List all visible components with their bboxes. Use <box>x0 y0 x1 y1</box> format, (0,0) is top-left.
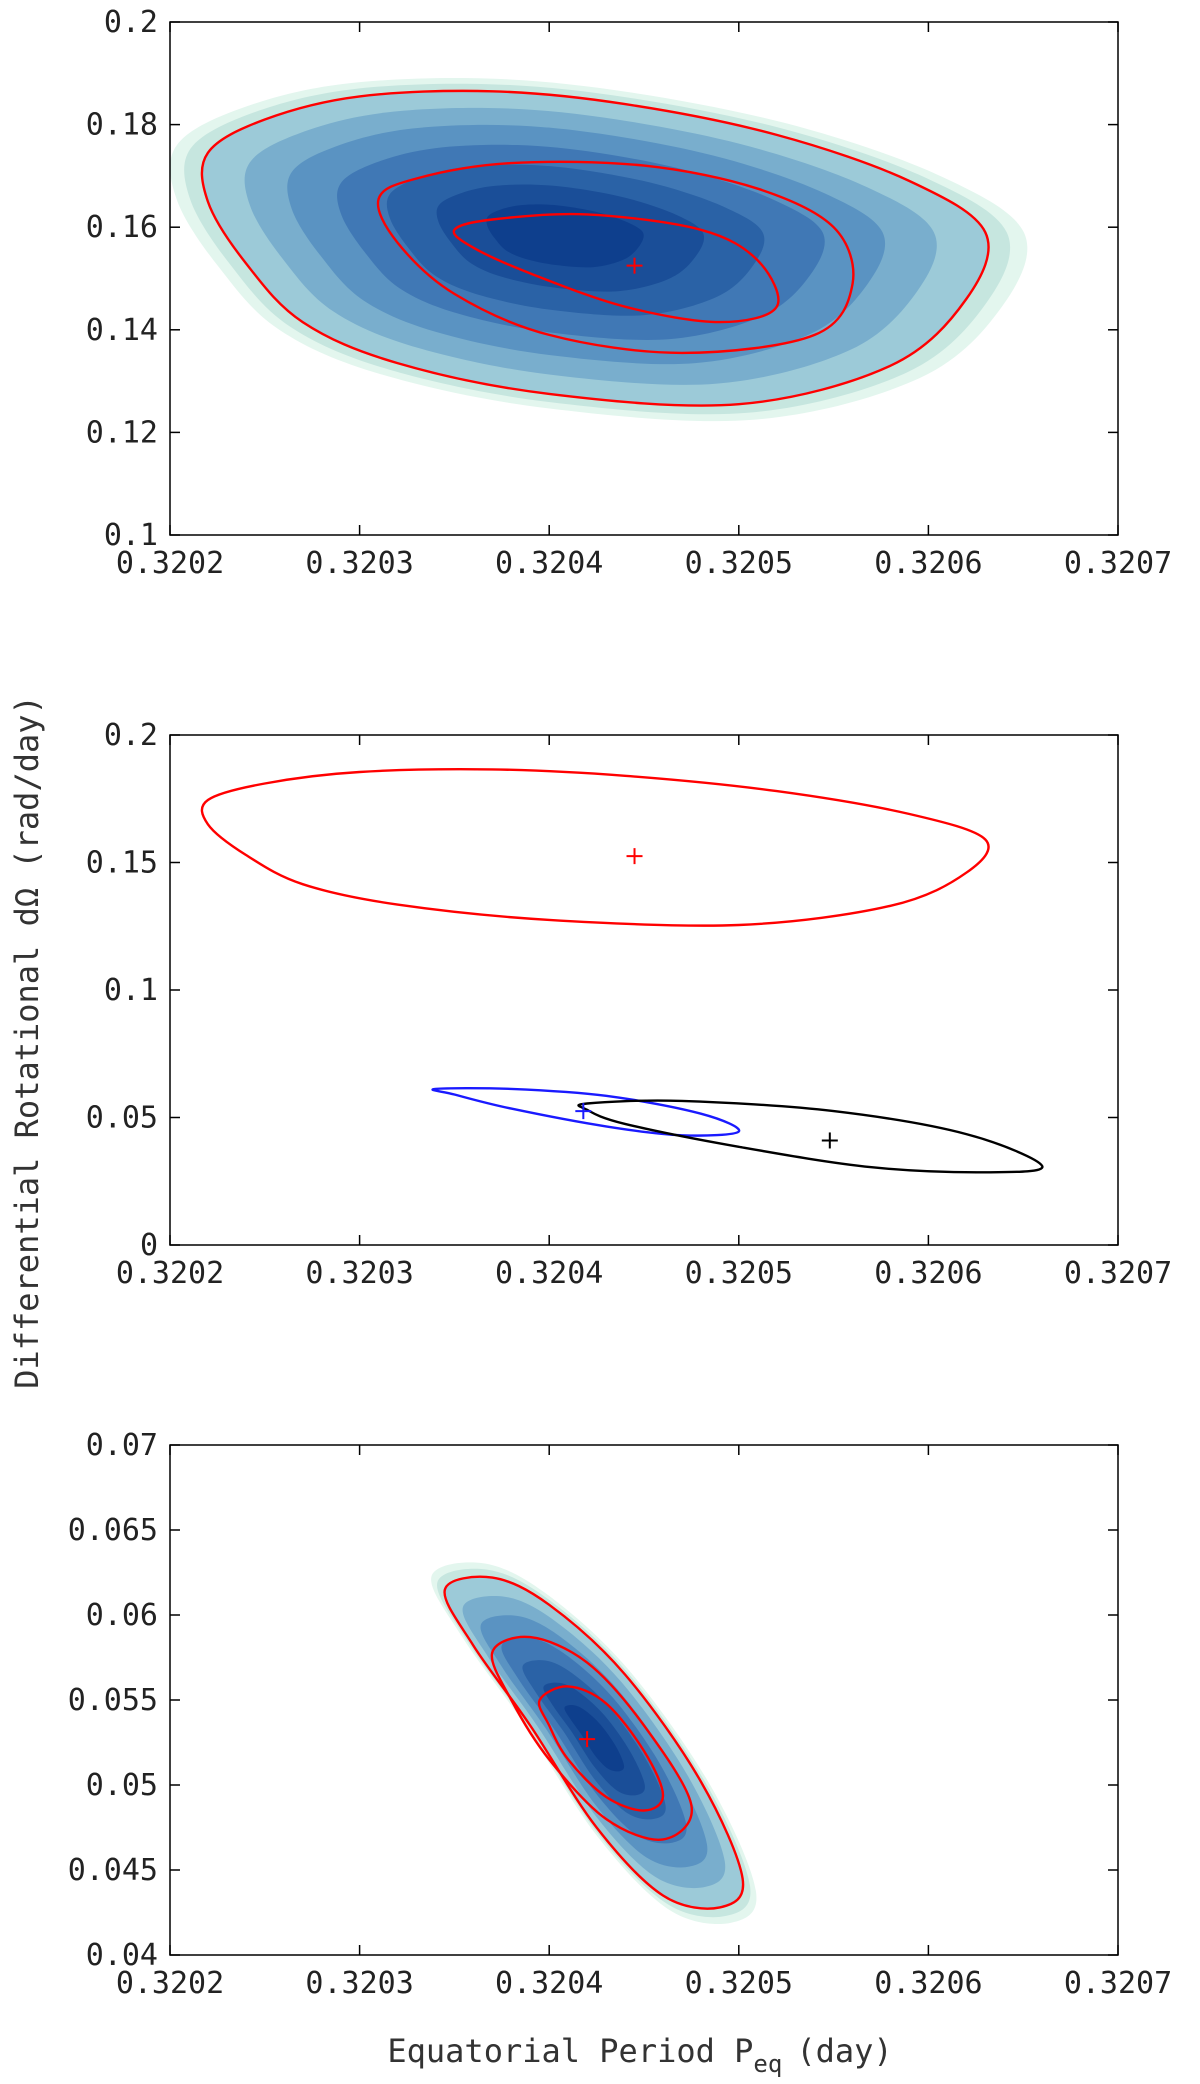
panel-1: 0.3202 0.3203 0.3204 0.3205 0.3206 0.3207 0.1 0… <box>86 5 1172 581</box>
plot-frame <box>169 734 1119 1246</box>
x-tick-label-2: 0.3203 <box>305 1966 413 2001</box>
x-tick-label-6: 0.3207 <box>1064 1966 1172 2001</box>
x-axis-label-sub: eq <box>753 2050 782 2078</box>
y-tick-label-5: 0.2 <box>104 718 158 753</box>
x-tick-label-2: 0.3203 <box>305 546 413 581</box>
contour-2 <box>490 1635 693 1841</box>
y-tick-label-3: 0.14 <box>86 313 158 348</box>
x-tick-label-1: 0.3202 <box>116 1256 224 1291</box>
y-tick-label-5: 0.06 <box>86 1598 158 1633</box>
y-tick-label-1: 0 <box>140 1228 158 1263</box>
y-tick-label-1: 0.04 <box>86 1938 158 1973</box>
y-tick-label-2: 0.12 <box>86 415 158 450</box>
contour-1 <box>200 89 990 407</box>
x-tick-label-6: 0.3207 <box>1064 1256 1172 1291</box>
x-tick-label-5: 0.3206 <box>874 1256 982 1291</box>
y-tick-label-2: 0.045 <box>68 1853 158 1888</box>
y-tick-label-6: 0.065 <box>68 1513 158 1548</box>
y-tick-label-3: 0.05 <box>86 1768 158 1803</box>
x-axis-label: Equatorial Period Peq (day) <box>387 2032 892 2078</box>
x-tick-label-2: 0.3203 <box>305 1256 413 1291</box>
x-tick-label-1: 0.3202 <box>116 546 224 581</box>
x-tick-label-5: 0.3206 <box>874 1966 982 2001</box>
x-tick-label-6: 0.3207 <box>1064 546 1172 581</box>
x-tick-label-3: 0.3204 <box>495 1256 603 1291</box>
y-tick-label-4: 0.15 <box>86 846 158 881</box>
panel-3: 0.3202 0.3203 0.3204 0.3205 0.3206 0.3207 0.04… <box>68 1428 1173 2001</box>
x-axis-label-main: Equatorial Period P <box>387 2032 753 2070</box>
contour-1 <box>443 1575 745 1910</box>
y-tick-label-4: 0.055 <box>68 1683 158 1718</box>
y-tick-label-6: 0.2 <box>104 5 158 40</box>
contour-3 <box>452 212 780 324</box>
y-tick-label-5: 0.18 <box>86 108 158 143</box>
x-tick-label-4: 0.3205 <box>685 546 793 581</box>
x-tick-label-5: 0.3206 <box>874 546 982 581</box>
y-tick-label-4: 0.16 <box>86 210 158 245</box>
contour-2 <box>376 160 855 355</box>
contour-2 <box>431 1086 741 1137</box>
x-tick-label-1: 0.3202 <box>116 1966 224 2001</box>
contour-1 <box>200 768 990 927</box>
y-tick-label-3: 0.1 <box>104 973 158 1008</box>
y-tick-label-1: 0.1 <box>104 518 158 553</box>
x-tick-label-3: 0.3204 <box>495 546 603 581</box>
y-axis-label: Differential Rotational dΩ (rad/day) <box>8 695 46 1389</box>
plot-frame <box>169 21 1119 536</box>
x-tick-label-3: 0.3204 <box>495 1966 603 2001</box>
x-tick-label-4: 0.3205 <box>685 1256 793 1291</box>
x-tick-label-4: 0.3205 <box>685 1966 793 2001</box>
panel-2: 0.3202 0.3203 0.3204 0.3205 0.3206 0.3207 0 0.0… <box>86 718 1172 1291</box>
contour-3 <box>537 1685 665 1812</box>
x-axis-label-unit: (day) <box>796 2032 892 2070</box>
density-level-9 <box>486 204 644 268</box>
y-tick-label-7: 0.07 <box>86 1428 158 1463</box>
y-tick-label-2: 0.05 <box>86 1101 158 1136</box>
contour-3 <box>577 1099 1044 1174</box>
